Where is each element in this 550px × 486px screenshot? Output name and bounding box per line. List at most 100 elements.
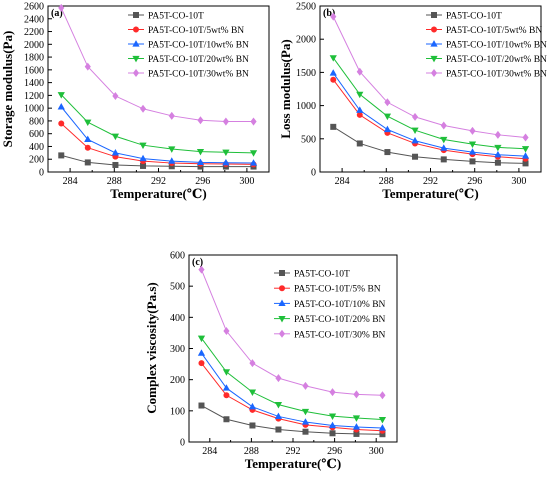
series-line [201, 269, 383, 396]
y-tick-label: 500 [170, 282, 185, 293]
chart-panel-b: 0 500 1000 1500 2000 2500 284 288 292 296 300 Tempe… [278, 2, 547, 202]
data-point [330, 76, 337, 83]
data-point [356, 67, 363, 76]
data-point [469, 126, 476, 135]
series-3 [197, 335, 387, 424]
data-point [353, 390, 360, 399]
series-4 [330, 12, 529, 142]
data-point [356, 111, 363, 118]
legend-label: PA5T-CO-10T/20wt% BN [148, 55, 249, 65]
y-tick-label: 1200 [24, 91, 44, 102]
data-point [223, 416, 230, 423]
data-point [57, 103, 65, 110]
y-tick-label: 1000 [296, 101, 316, 112]
data-point [223, 327, 230, 336]
data-point [329, 388, 336, 397]
y-tick-label: 0 [39, 168, 44, 179]
data-point [84, 159, 91, 166]
panel-label: (b) [323, 8, 335, 19]
data-point [197, 349, 206, 356]
y-tick-label: 1500 [296, 68, 316, 79]
data-point [196, 158, 205, 166]
data-point [223, 392, 230, 399]
data-point [111, 133, 120, 141]
data-point [330, 12, 337, 21]
data-point [412, 153, 419, 160]
data-point [248, 389, 257, 396]
legend-label: PA5T-CO-10T/10% BN [294, 300, 386, 310]
series-2 [197, 349, 387, 431]
y-tick-label: 2600 [24, 2, 44, 13]
y-tick-label: 600 [170, 251, 185, 262]
series-2 [57, 103, 258, 166]
data-point [302, 381, 309, 390]
data-point [494, 130, 501, 139]
y-tick-label: 600 [29, 129, 44, 140]
data-point [58, 3, 65, 12]
y-tick-label: 1000 [24, 104, 44, 115]
data-point [112, 161, 119, 168]
x-axis-title: Temperature(℃) [110, 186, 206, 201]
series-4 [58, 3, 257, 126]
legend-label: PA5T-CO-10T [446, 12, 502, 22]
data-point [384, 149, 391, 156]
series-line [60, 106, 254, 164]
x-tick-label: 288 [379, 176, 394, 187]
legend-marker [278, 285, 285, 292]
series-line [332, 57, 526, 150]
y-tick-label: 2400 [24, 14, 44, 25]
data-point [198, 402, 205, 409]
data-point [84, 135, 92, 143]
data-point [196, 148, 205, 156]
data-point [274, 412, 283, 420]
series-line [60, 123, 254, 165]
y-tick-label: 1400 [24, 78, 44, 89]
plot-frame [188, 254, 398, 443]
legend-marker [430, 68, 438, 78]
x-axis-title: Temperature(℃) [382, 186, 478, 201]
legend-marker [278, 299, 286, 306]
x-tick-label: 284 [335, 176, 350, 187]
y-tick-label: 200 [170, 375, 185, 386]
data-point [411, 112, 419, 121]
x-tick-label: 296 [327, 446, 342, 457]
data-point [383, 113, 392, 121]
series-line [201, 337, 383, 421]
data-point [222, 149, 230, 157]
legend-marker [132, 40, 140, 47]
legend-label: PA5T-CO-10T/5wt% BN [148, 26, 244, 36]
x-tick-label: 296 [195, 176, 210, 187]
legend-label: PA5T-CO-10T/30wt% BN [148, 70, 249, 80]
data-point [84, 119, 92, 127]
y-tick-label: 2000 [296, 35, 316, 46]
data-point [249, 359, 256, 368]
data-point [249, 150, 258, 157]
series-0 [330, 123, 529, 167]
y-axis-title: Storage modulus(Pa) [0, 31, 15, 148]
data-point [494, 159, 501, 166]
series-line [332, 79, 526, 160]
data-point [275, 374, 282, 383]
y-axis-title: Complex viscosity(Pa.s) [144, 282, 159, 413]
data-point [139, 154, 147, 162]
data-point [440, 156, 447, 163]
data-point [250, 117, 257, 126]
series-line [201, 352, 383, 429]
data-point [168, 146, 176, 153]
legend-marker [430, 40, 438, 47]
data-point [222, 158, 230, 166]
data-point [411, 136, 419, 144]
legend-label: PA5T-CO-10T/30wt% BN [446, 70, 547, 80]
legend-marker [132, 55, 140, 63]
data-point [329, 430, 336, 437]
y-tick-label: 800 [29, 116, 44, 127]
data-point [384, 98, 391, 107]
data-point [494, 144, 502, 152]
x-tick-label: 288 [107, 176, 122, 187]
series-line [201, 362, 383, 432]
data-point [521, 146, 530, 153]
y-tick-label: 200 [29, 155, 44, 166]
data-point [440, 144, 448, 151]
data-point [356, 91, 364, 99]
data-point [356, 140, 363, 147]
